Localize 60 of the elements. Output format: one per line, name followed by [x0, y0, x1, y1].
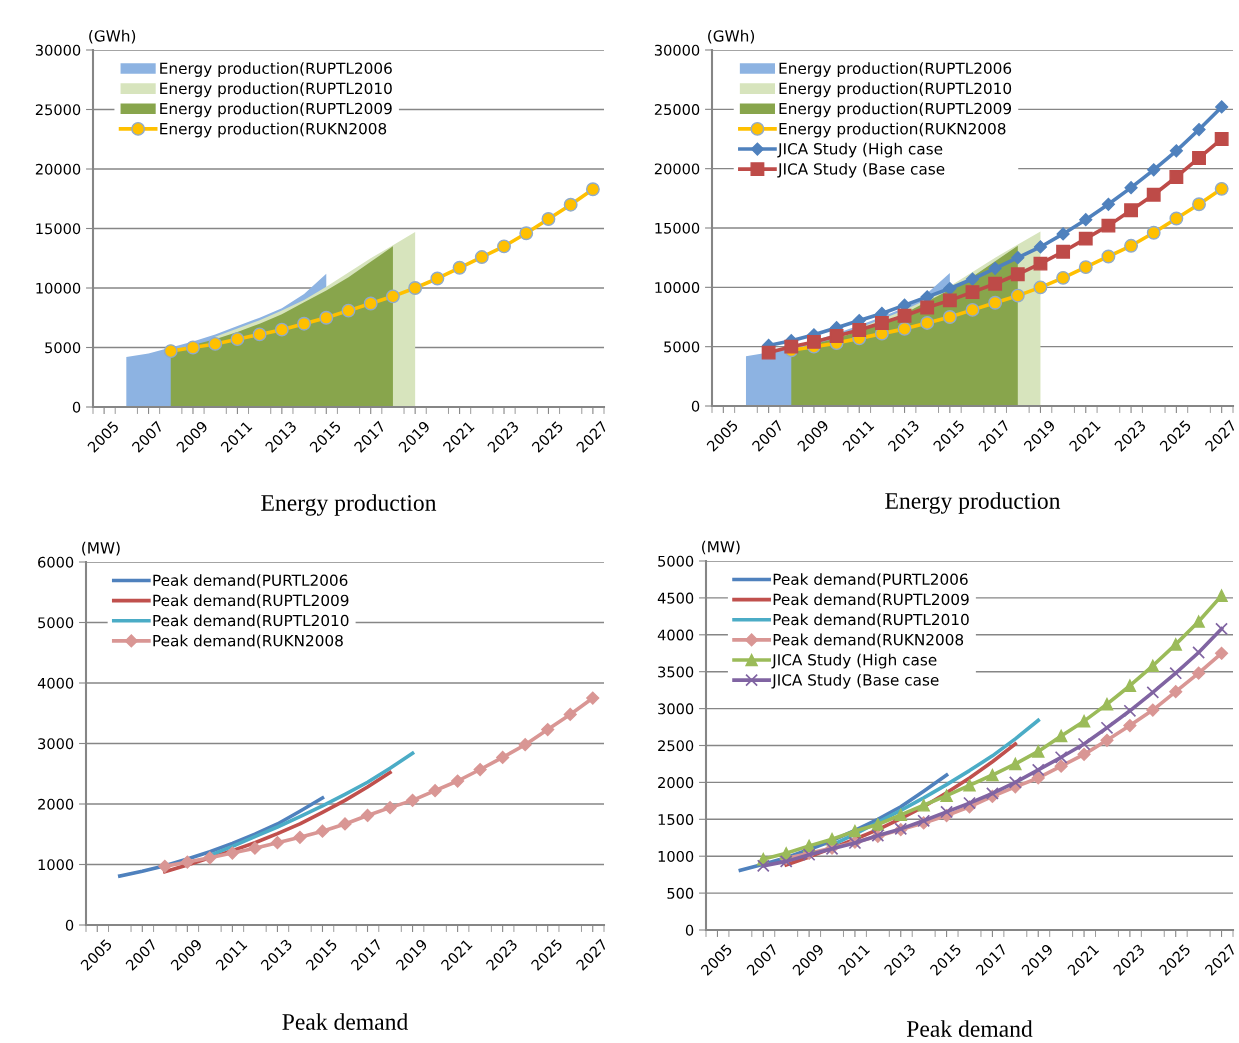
y-tick-label: 5000 [45, 342, 81, 354]
y-tick-label: 10000 [655, 282, 700, 294]
legend-label: JICA Study (High case [777, 142, 943, 158]
legend-label: Energy production(RUPTL2009 [779, 102, 1012, 118]
y-tick-label: 0 [685, 924, 694, 936]
y-tick-label: 15000 [655, 222, 700, 234]
y-tick-label: 5000 [38, 617, 74, 629]
legend-label: Energy production(RUKN2008 [160, 122, 387, 138]
legend-label: Peak demand(RUKN2008 [153, 634, 343, 649]
legend-label: JICA Study (Base case [771, 673, 939, 689]
legend-label: Peak demand(RUPTL2010 [773, 613, 969, 628]
y-tick-label: 3500 [658, 666, 694, 678]
legend-label: Peak demand(PURTL2006 [773, 573, 968, 587]
y-tick-label: 25000 [35, 104, 81, 116]
y-tick-label: 1000 [658, 850, 694, 862]
legend-label: Energy production(RUPTL2010 [160, 82, 392, 98]
y-tick-label: 5000 [658, 555, 694, 567]
legend-label: Energy production(RUPTL2010 [779, 82, 1012, 98]
y-tick-label: 30000 [35, 44, 81, 56]
y-tick-label: 3000 [658, 703, 694, 715]
legend-label: Peak demand(RUPTL2010 [153, 614, 349, 629]
legend-label: JICA Study (Base case [777, 162, 945, 178]
text: Energy production [261, 494, 437, 516]
y-tick-label: 0 [72, 401, 81, 413]
y-tick-label: 4500 [657, 592, 694, 604]
y-tick-label: 2000 [38, 798, 74, 810]
y-tick-label: 0 [65, 919, 74, 931]
legend-label: JICA Study (High case [771, 653, 937, 669]
y-tick-label: 5000 [664, 341, 700, 353]
y-tick-label: 500 [667, 887, 694, 899]
legend-label: Energy production(RUPTL2006 [779, 62, 1012, 78]
legend-label: Energy production(RUKN2008 [779, 122, 1006, 138]
legend-label: Energy production(RUPTL2009 [160, 102, 392, 118]
y-tick-label: 30000 [654, 44, 700, 56]
y-axis-title: (MW) [82, 541, 120, 556]
y-tick-label: 2500 [658, 740, 694, 752]
y-tick-label: 4000 [657, 629, 694, 641]
y-tick-label: 1500 [658, 814, 694, 826]
y-tick-label: 3000 [38, 738, 74, 750]
y-axis-title: (GWh) [708, 29, 755, 44]
y-tick-label: 4000 [37, 677, 74, 689]
legend-label: Peak demand(RUPTL2009 [153, 594, 349, 608]
y-tick-label: 1000 [38, 859, 74, 871]
legend-label: Peak demand(RUKN2008 [773, 633, 964, 648]
y-tick-label: 6000 [38, 556, 74, 568]
y-tick-label: 0 [691, 400, 700, 412]
y-axis-title: (GWh) [89, 29, 136, 44]
y-tick-label: 20000 [35, 163, 81, 175]
y-tick-label: 10000 [36, 282, 81, 294]
text: Peak demand [906, 1020, 1033, 1037]
y-tick-label: 15000 [36, 223, 81, 235]
y-tick-label: 20000 [654, 163, 700, 175]
legend-label: Energy production(RUPTL2006 [160, 62, 392, 78]
y-tick-label: 2000 [658, 777, 694, 789]
text: Energy production [885, 492, 1061, 514]
legend-label: Peak demand(PURTL2006 [153, 574, 348, 588]
y-axis-title: (MW) [702, 540, 740, 555]
y-tick-label: 25000 [654, 104, 700, 116]
legend-label: Peak demand(RUPTL2009 [773, 593, 969, 607]
text: Peak demand [282, 1013, 408, 1030]
